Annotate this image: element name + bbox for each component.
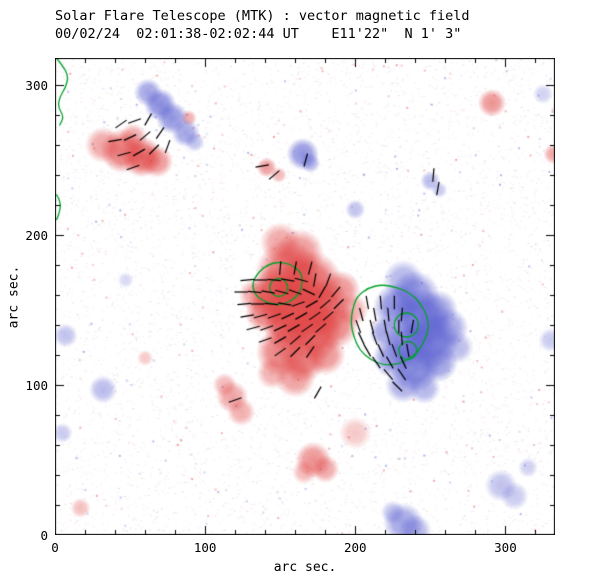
y-axis-label: arc sec. [6, 265, 22, 329]
magnetogram-plot-canvas [55, 58, 555, 535]
chart-subtitle: 00/02/24 02:01:38-02:02:44 UT E11'22" N … [55, 26, 462, 42]
chart-title: Solar Flare Telescope (MTK) : vector mag… [55, 8, 470, 24]
y-tick-label: 300 [25, 78, 48, 93]
y-tick-label: 100 [25, 378, 48, 393]
x-axis-label: arc sec. [273, 560, 337, 575]
x-tick-label: 100 [193, 540, 217, 555]
x-tick-label: 300 [494, 540, 517, 555]
x-tick-label: 200 [344, 540, 367, 555]
y-tick-label: 0 [40, 528, 48, 543]
x-tick-label: 0 [51, 540, 59, 555]
y-tick-label: 200 [25, 228, 48, 243]
